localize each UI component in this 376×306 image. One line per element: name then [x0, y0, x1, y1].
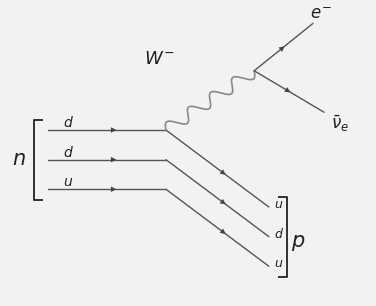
Text: $p$: $p$: [291, 233, 305, 252]
Text: $W^{-}$: $W^{-}$: [144, 50, 174, 68]
Text: $d$: $d$: [63, 115, 74, 130]
Text: $d$: $d$: [63, 145, 74, 160]
Text: $d$: $d$: [274, 227, 284, 241]
Text: $u$: $u$: [274, 198, 284, 211]
Text: $n$: $n$: [12, 150, 26, 169]
Text: $e^{-}$: $e^{-}$: [309, 6, 331, 23]
Text: $u$: $u$: [274, 257, 284, 270]
Text: $\bar{\nu}_e$: $\bar{\nu}_e$: [331, 114, 350, 134]
Text: $u$: $u$: [64, 175, 74, 189]
